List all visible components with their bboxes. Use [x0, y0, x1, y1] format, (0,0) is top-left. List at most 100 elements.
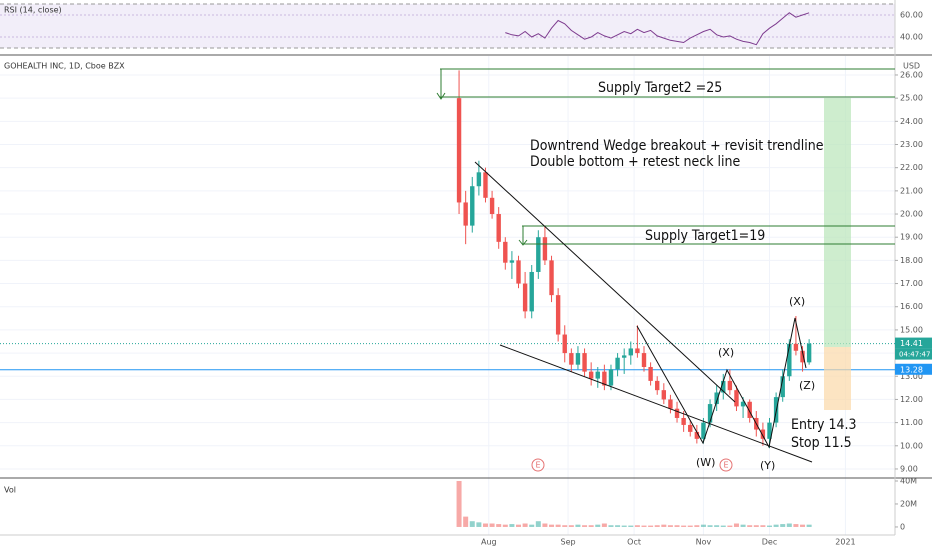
- countdown-box: [895, 348, 932, 360]
- volume-bar: [780, 524, 786, 527]
- y-tick-label: 22.00: [900, 163, 923, 172]
- rsi-band: [0, 3, 895, 49]
- annotation: Supply Target2 =25: [598, 80, 722, 96]
- volume-bar: [740, 524, 746, 527]
- candle-body: [582, 353, 587, 372]
- y-tick-label: 13.00: [900, 372, 923, 381]
- volume-bar: [489, 523, 495, 527]
- candle-body: [628, 348, 633, 356]
- arrow: [518, 226, 528, 246]
- y-tick-label: 24.00: [900, 117, 923, 126]
- candle-body: [456, 98, 462, 203]
- volume-bar: [648, 525, 654, 527]
- volume-tick-label: 40M: [900, 476, 917, 485]
- volume-bar: [522, 523, 528, 527]
- volume-bar: [575, 524, 581, 527]
- earnings-marker[interactable]: [531, 458, 545, 472]
- candle-body: [555, 295, 561, 335]
- volume-bar: [733, 523, 739, 527]
- volume-bar: [793, 524, 799, 527]
- y-tick-label: 10.00: [900, 441, 923, 450]
- candle-body: [588, 371, 594, 379]
- candle-body: [536, 237, 541, 272]
- x-tick-label: 2021: [835, 538, 855, 547]
- candle-body: [661, 390, 667, 400]
- volume-bar: [767, 525, 773, 527]
- candle-body: [489, 197, 495, 215]
- volume-bar: [694, 525, 700, 527]
- candle-body: [714, 392, 719, 405]
- volume-bar: [516, 524, 522, 527]
- volume-bar: [509, 524, 515, 527]
- y-tick-label: 18.00: [900, 256, 923, 265]
- candle-body: [602, 371, 607, 386]
- y-tick-label: 21.00: [900, 186, 923, 195]
- volume-bar: [615, 525, 621, 527]
- volume-bar: [628, 525, 634, 527]
- annotation: Stop 11.5: [791, 435, 852, 451]
- candle-body: [463, 202, 468, 226]
- volume-bar: [800, 524, 806, 527]
- candle-body: [549, 260, 554, 296]
- drawings: [436, 68, 895, 463]
- volume-bar: [773, 524, 779, 527]
- volume-bar: [535, 521, 541, 527]
- candle-body: [635, 348, 640, 354]
- candle-body: [621, 355, 627, 358]
- candle-body: [470, 186, 475, 226]
- wedge-line: [474, 161, 736, 403]
- volume-bar: [641, 525, 647, 527]
- earnings-label: E: [723, 461, 728, 470]
- candle-body: [615, 357, 620, 370]
- y-tick-label: 16.00: [900, 302, 923, 311]
- earnings-marker[interactable]: [719, 458, 733, 472]
- volume-bar: [621, 525, 627, 527]
- candle-body: [496, 214, 501, 242]
- volume-bar: [456, 480, 462, 527]
- stop-zone: [824, 347, 851, 410]
- x-tick-label: Dec: [762, 538, 777, 547]
- volume-bar: [588, 525, 594, 527]
- volume-bar: [463, 516, 469, 527]
- volume-bar: [634, 525, 640, 527]
- x-tick-label: Nov: [696, 538, 712, 547]
- annotation: Double bottom + retest neck line: [530, 154, 740, 170]
- candle-body: [760, 429, 766, 439]
- volume-bar: [482, 523, 488, 527]
- volume-bar: [700, 524, 706, 527]
- x-tick-label: Aug: [481, 538, 497, 547]
- volume-title: Vol: [4, 486, 16, 495]
- volume-bar: [601, 523, 607, 527]
- rsi-tick-label: 60.00: [900, 10, 923, 19]
- candle-body: [562, 334, 567, 354]
- candle-body: [529, 271, 534, 312]
- candle-body: [542, 237, 548, 261]
- candle-body: [641, 353, 647, 367]
- volume-bar: [681, 525, 687, 527]
- candle-body: [747, 401, 752, 418]
- volume-bar: [582, 525, 588, 527]
- y-tick-label: 23.00: [900, 140, 923, 149]
- candle-body: [780, 376, 785, 398]
- volume-bar: [753, 525, 759, 527]
- candle-body: [648, 366, 653, 381]
- annotation: (Z): [799, 379, 815, 392]
- volume-bar: [674, 525, 680, 527]
- x-tick-label: Sep: [561, 538, 576, 547]
- annotation: Downtrend Wedge breakout + revisit trend…: [530, 138, 824, 154]
- x-tick-label: Oct: [627, 538, 641, 547]
- volume-bar: [608, 525, 614, 527]
- candle-body: [655, 380, 660, 391]
- volume-bar: [760, 525, 766, 527]
- volume-tick-label: 0: [900, 522, 905, 531]
- volume-bar: [707, 525, 713, 527]
- y-tick-label: 19.00: [900, 233, 923, 242]
- rsi-title: RSI (14, close): [4, 6, 62, 15]
- candle-body: [483, 172, 488, 198]
- volume-bar: [727, 525, 733, 527]
- y-tick-label: 25.00: [900, 94, 923, 103]
- countdown-label: 04:47:47: [899, 351, 930, 359]
- candle-body: [681, 417, 686, 425]
- volume-bar: [786, 523, 792, 527]
